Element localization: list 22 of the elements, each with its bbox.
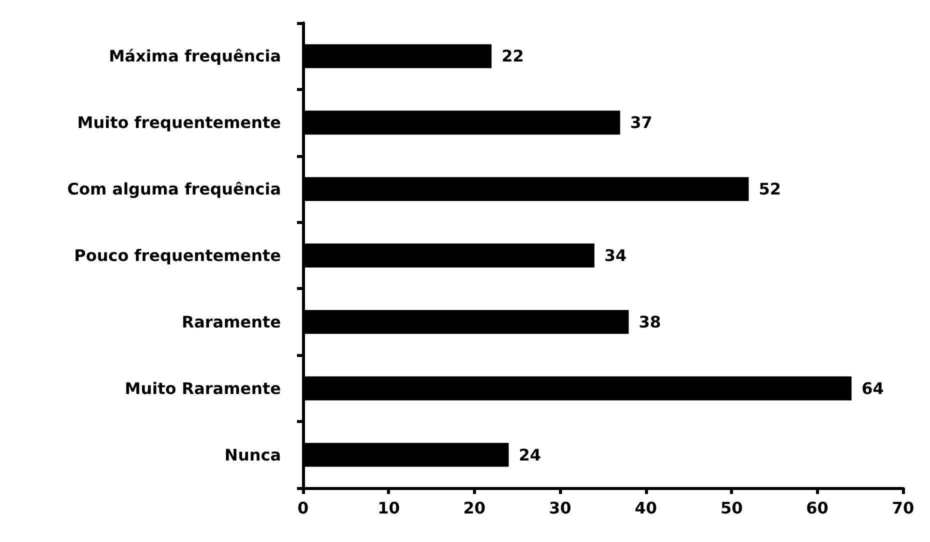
data-label: 24 <box>518 445 541 464</box>
data-label: 64 <box>862 378 884 398</box>
x-tick-label: 20 <box>463 498 486 518</box>
x-tick-label: 40 <box>634 498 657 518</box>
x-tick-label: 50 <box>720 498 743 518</box>
y-tick-label: Raramente <box>182 312 282 332</box>
y-tick-label: Máxima frequência <box>108 46 281 66</box>
x-tick-label: 70 <box>892 498 914 518</box>
data-label: 34 <box>604 246 627 265</box>
data-label: 22 <box>502 46 524 66</box>
x-tick-label: 30 <box>549 498 572 518</box>
data-label: 38 <box>638 312 661 332</box>
y-tick-label: Nunca <box>224 445 281 464</box>
x-tick-label: 10 <box>378 498 400 518</box>
data-label: 52 <box>758 180 781 199</box>
y-tick-label: Pouco frequentemente <box>74 246 282 265</box>
x-tick-label: 60 <box>806 498 828 518</box>
y-tick-label: Com alguma frequência <box>67 180 281 199</box>
data-label: 37 <box>630 113 652 132</box>
y-tick-label: Muito frequentemente <box>77 113 282 132</box>
y-tick-label: Muito Raramente <box>124 378 282 398</box>
x-tick-label: 0 <box>297 498 309 518</box>
